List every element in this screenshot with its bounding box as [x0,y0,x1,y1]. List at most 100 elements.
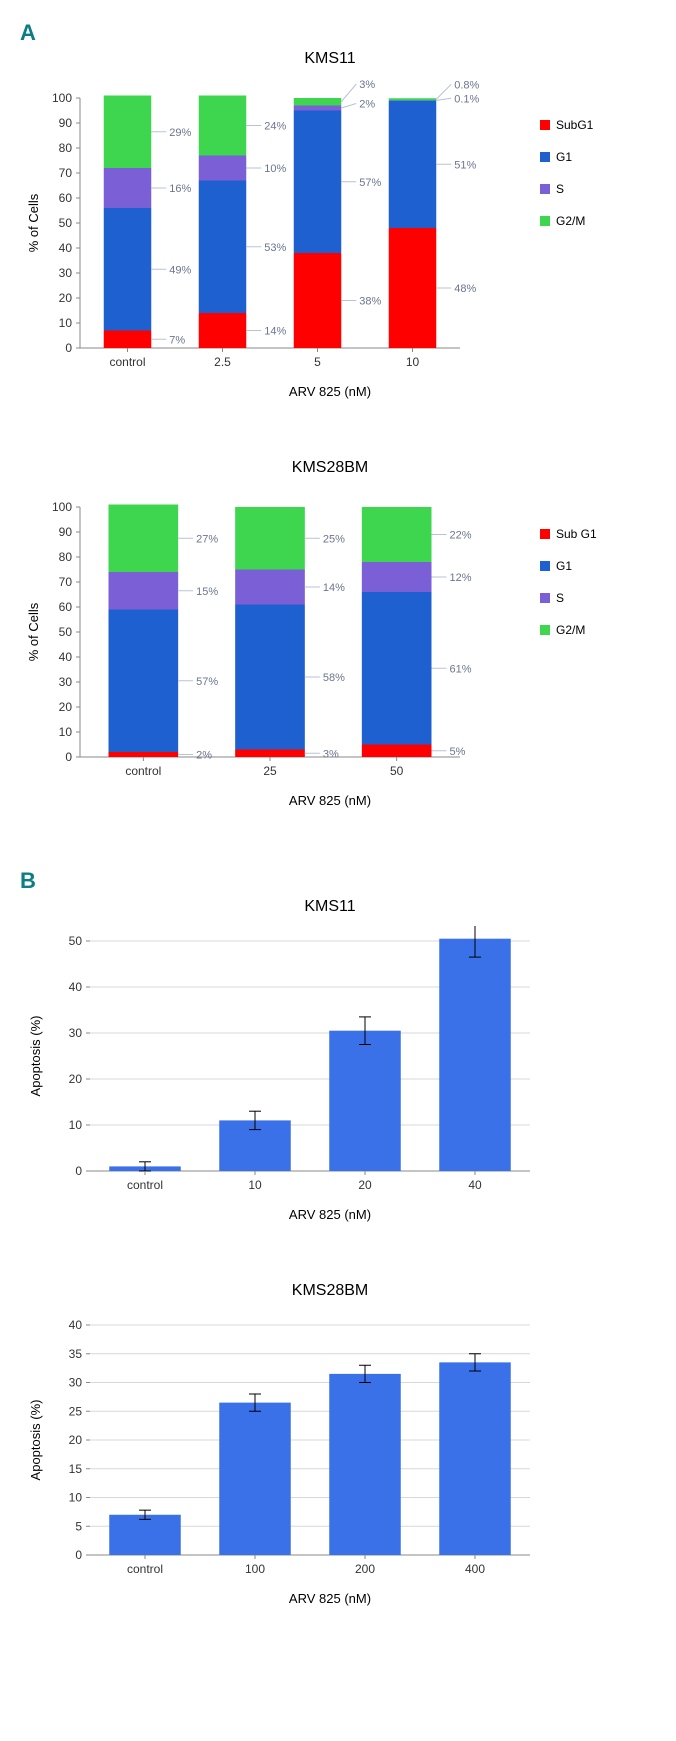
chart-title: KMS28BM [100,1282,560,1300]
legend-swatch [540,593,550,603]
panel-a-chart1: KMS11 01020304050607080901007%49%16%29%c… [20,50,656,399]
svg-text:53%: 53% [264,242,286,254]
legend: Sub G1 G1 S G2/M [540,527,597,655]
svg-text:5: 5 [75,1519,82,1533]
svg-text:0: 0 [75,1548,82,1562]
svg-text:50: 50 [69,934,83,948]
svg-text:10%: 10% [264,163,286,175]
svg-text:10: 10 [69,1118,83,1132]
svg-text:3%: 3% [359,79,375,91]
svg-text:25: 25 [263,764,277,778]
svg-text:15: 15 [69,1462,83,1476]
svg-text:24%: 24% [264,121,286,133]
legend-label: S [556,182,564,196]
svg-text:Apoptosis (%): Apoptosis (%) [28,1400,43,1481]
legend-item: S [540,591,597,605]
svg-text:60: 60 [59,191,73,205]
svg-text:60: 60 [59,600,73,614]
bar-chart-svg: 01020304050control102040Apoptosis (%) [20,926,656,1201]
svg-text:25%: 25% [323,533,345,545]
chart-title: KMS11 [100,898,560,916]
x-axis-label: ARV 825 (nM) [100,1591,560,1606]
panel-b-chart1: KMS11 01020304050control102040Apoptosis … [20,898,656,1222]
panel-a-label: A [20,20,656,46]
svg-text:control: control [125,764,161,778]
legend-label: S [556,591,564,605]
svg-text:0.1%: 0.1% [454,93,479,105]
stacked-chart-svg: 01020304050607080901002%57%15%27%control… [20,487,530,787]
svg-text:3%: 3% [323,748,339,760]
svg-text:10: 10 [59,316,73,330]
svg-text:14%: 14% [323,582,345,594]
svg-text:% of Cells: % of Cells [26,602,41,661]
svg-text:2%: 2% [359,99,375,111]
svg-text:200: 200 [355,1562,375,1576]
svg-text:70: 70 [59,575,73,589]
svg-text:35: 35 [69,1347,83,1361]
svg-text:80: 80 [59,141,73,155]
x-axis-label: ARV 825 (nM) [100,1207,560,1222]
legend-item: SubG1 [540,118,593,132]
svg-text:0.8%: 0.8% [454,79,479,91]
svg-text:48%: 48% [454,283,476,295]
svg-text:control: control [127,1562,163,1576]
svg-text:15%: 15% [196,586,218,598]
legend-label: SubG1 [556,118,593,132]
svg-text:control: control [127,1178,163,1192]
svg-text:40: 40 [59,650,73,664]
panel-b-label: B [20,868,656,894]
svg-text:40: 40 [59,241,73,255]
svg-text:14%: 14% [264,326,286,338]
svg-text:10: 10 [59,725,73,739]
svg-text:27%: 27% [196,533,218,545]
svg-text:400: 400 [465,1562,485,1576]
svg-text:40: 40 [69,980,83,994]
panel-b-chart2: KMS28BM 0510152025303540control100200400… [20,1282,656,1606]
svg-text:57%: 57% [359,177,381,189]
svg-text:7%: 7% [169,334,185,346]
svg-text:100: 100 [245,1562,265,1576]
svg-text:51%: 51% [454,159,476,171]
svg-text:% of Cells: % of Cells [26,193,41,252]
svg-text:40: 40 [468,1178,482,1192]
legend-label: G2/M [556,623,585,637]
legend-swatch [540,184,550,194]
svg-text:100: 100 [52,500,72,514]
bar-chart-svg: 0510152025303540control100200400Apoptosi… [20,1310,656,1585]
legend-swatch [540,152,550,162]
legend-label: G2/M [556,214,585,228]
svg-text:5: 5 [314,355,321,369]
svg-text:49%: 49% [169,264,191,276]
svg-text:30: 30 [69,1026,83,1040]
legend-item: G2/M [540,214,593,228]
svg-text:0: 0 [65,341,72,355]
legend-item: G2/M [540,623,597,637]
svg-text:16%: 16% [169,183,191,195]
svg-text:30: 30 [69,1376,83,1390]
legend-label: G1 [556,150,572,164]
legend-swatch [540,120,550,130]
svg-text:20: 20 [69,1433,83,1447]
legend: SubG1 G1 S G2/M [540,118,593,246]
legend-swatch [540,561,550,571]
svg-text:25: 25 [69,1404,83,1418]
legend-item: Sub G1 [540,527,597,541]
legend-swatch [540,216,550,226]
svg-text:10: 10 [69,1491,83,1505]
svg-text:90: 90 [59,525,73,539]
chart-title: KMS11 [100,50,560,68]
legend-label: G1 [556,559,572,573]
svg-text:70: 70 [59,166,73,180]
svg-text:12%: 12% [450,572,472,584]
x-axis-label: ARV 825 (nM) [100,384,560,399]
svg-text:50: 50 [59,625,73,639]
svg-text:0: 0 [65,750,72,764]
svg-text:10: 10 [406,355,420,369]
svg-text:30: 30 [59,675,73,689]
svg-text:2.5: 2.5 [214,355,231,369]
svg-text:38%: 38% [359,296,381,308]
svg-text:61%: 61% [450,663,472,675]
chart-title: KMS28BM [100,459,560,477]
svg-text:22%: 22% [450,530,472,542]
svg-text:control: control [109,355,145,369]
